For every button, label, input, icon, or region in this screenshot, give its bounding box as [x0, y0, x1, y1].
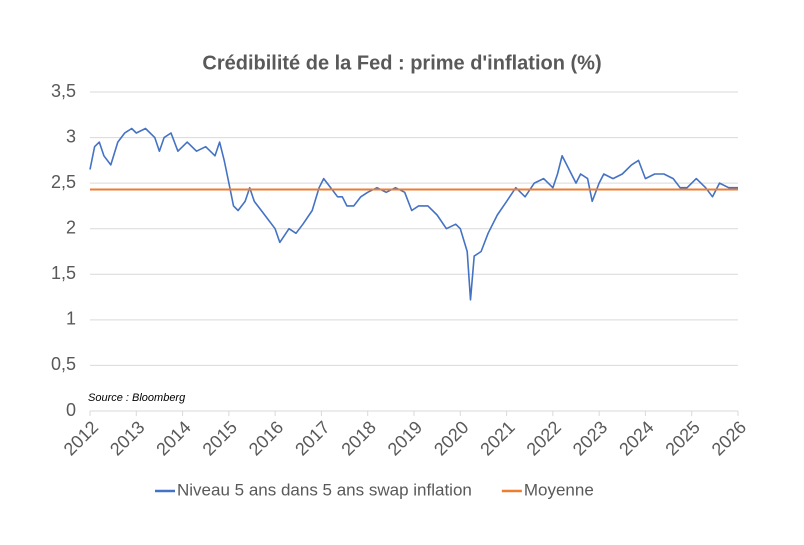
- x-tick-label: 2019: [384, 417, 426, 459]
- y-tick-label: 1,5: [51, 263, 76, 283]
- y-tick-label: 2: [66, 217, 76, 237]
- chart-title: Crédibilité de la Fed : prime d'inflatio…: [202, 52, 601, 74]
- y-tick-label: 1: [66, 309, 76, 329]
- x-tick-label: 2016: [245, 417, 287, 459]
- x-tick-label: 2025: [661, 417, 703, 459]
- legend-label: Moyenne: [524, 480, 594, 499]
- x-tick-label: 2020: [430, 417, 472, 459]
- x-tick-label: 2026: [708, 417, 750, 459]
- annotation: Source : Bloomberg: [88, 392, 186, 404]
- x-tick-label: 2012: [60, 417, 102, 459]
- y-tick-label: 2,5: [51, 172, 76, 192]
- x-tick-label: 2021: [476, 417, 518, 459]
- y-tick-label: 0: [66, 400, 76, 420]
- legend-label: Niveau 5 ans dans 5 ans swap inflation: [177, 480, 472, 499]
- x-tick-label: 2017: [291, 417, 333, 459]
- y-tick-label: 0,5: [51, 354, 76, 374]
- y-tick-label: 3,5: [51, 81, 76, 101]
- x-tick-label: 2013: [106, 417, 148, 459]
- x-tick-label: 2015: [199, 417, 241, 459]
- x-tick-label: 2022: [523, 417, 565, 459]
- y-tick-label: 3: [66, 126, 76, 146]
- x-tick-label: 2014: [152, 417, 194, 459]
- x-tick-label: 2018: [337, 417, 379, 459]
- x-tick-label: 2024: [615, 417, 657, 459]
- x-tick-label: 2023: [569, 417, 611, 459]
